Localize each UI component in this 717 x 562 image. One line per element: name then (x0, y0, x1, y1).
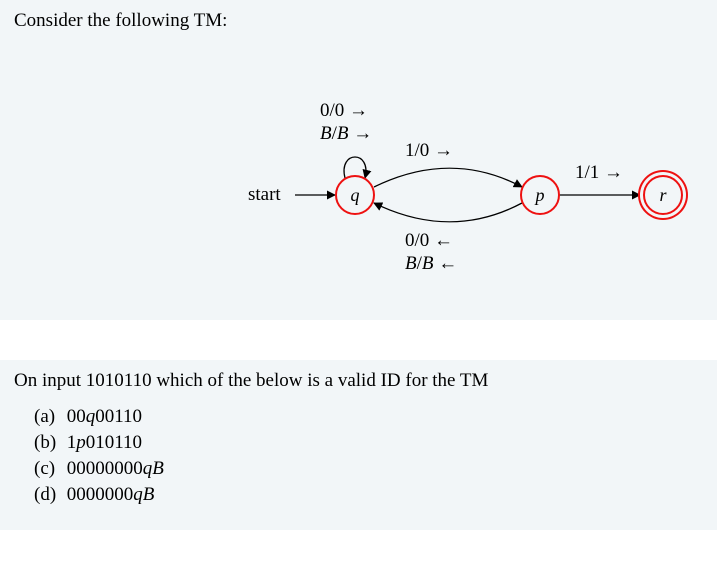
option-letter: (b) (34, 432, 62, 454)
tm-diagram: start q p r 0/0 → B/B → 1/0 → 0/0 ← B/B … (0, 0, 717, 320)
self-loop-label: 0/0 → B/B → (320, 100, 372, 146)
pq-bb-prefix: B (405, 253, 417, 274)
question-prompt: On input 1010110 which of the below is a… (14, 370, 703, 392)
panel-gap (0, 320, 717, 360)
state-p-label: p (536, 185, 545, 206)
option-letter: (a) (34, 406, 62, 428)
p-to-q-label-line1: 0/0 ← (405, 230, 457, 253)
state-p: p (520, 175, 560, 215)
q-to-p-arc (374, 168, 522, 187)
self-loop-bb-suffix: B (337, 123, 349, 144)
option-c: (c) 00000000qB (34, 458, 703, 480)
diagram-arrows-svg (0, 0, 717, 320)
option-text: 00000000qB (67, 458, 164, 479)
state-q-label: q (351, 185, 360, 206)
tm-diagram-panel: Consider the following TM: start q (0, 0, 717, 320)
option-b: (b) 1p010110 (34, 432, 703, 454)
option-text: 00q00110 (67, 406, 142, 427)
option-letter: (c) (34, 458, 62, 480)
p-to-r-label: 1/1 → (575, 162, 623, 185)
option-a: (a) 00q00110 (34, 406, 703, 428)
state-q: q (335, 175, 375, 215)
state-r: r (643, 175, 683, 215)
option-d: (d) 0000000qB (34, 484, 703, 506)
pq-bb-suffix: B (422, 253, 434, 274)
option-text: 1p010110 (67, 432, 142, 453)
option-text: 0000000qB (67, 484, 155, 505)
self-loop-bb-prefix: B (320, 123, 332, 144)
q-to-p-label: 1/0 → (405, 140, 453, 163)
p-to-q-label: 0/0 ← B/B ← (405, 230, 457, 276)
p-to-q-arc (374, 203, 522, 222)
question-panel: On input 1010110 which of the below is a… (0, 360, 717, 530)
state-r-label: r (659, 185, 666, 206)
p-to-q-label-line2: B/B ← (405, 253, 457, 276)
options-list: (a) 00q00110 (b) 1p010110 (c) 00000000qB… (14, 406, 703, 506)
self-loop-label-line2: B/B → (320, 123, 372, 146)
start-label: start (248, 184, 281, 207)
self-loop-label-line1: 0/0 → (320, 100, 372, 123)
option-letter: (d) (34, 484, 62, 506)
